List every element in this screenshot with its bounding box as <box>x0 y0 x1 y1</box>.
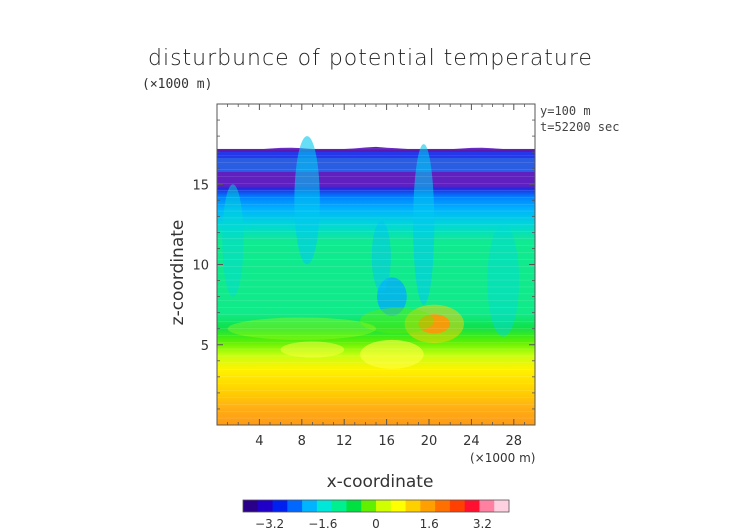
colorbar-tick-label: 0 <box>372 517 380 531</box>
colorbar-swatch <box>405 500 421 512</box>
x-tick-label: 24 <box>463 434 480 449</box>
x-tick-label: 20 <box>421 434 438 449</box>
field-feature-11 <box>280 341 345 358</box>
chart-title: disturbunce of potential temperature <box>148 46 593 71</box>
field-feature-0 <box>294 136 320 265</box>
x-tick-label: 16 <box>378 434 395 449</box>
x-tick-label: 28 <box>506 434 523 449</box>
y-tick-label: 15 <box>192 178 209 193</box>
colorbar-swatch <box>331 500 347 512</box>
field-feature-3 <box>371 221 391 292</box>
field-feature-1 <box>413 144 435 305</box>
colorbar-swatch <box>376 500 392 512</box>
x-axis-label: x-coordinate <box>327 472 434 492</box>
colorbar-swatch <box>464 500 480 512</box>
colorbar-swatch <box>449 500 466 512</box>
field-feature-4 <box>222 184 244 297</box>
colorbar-swatch <box>316 500 333 512</box>
x-tick-label: 4 <box>255 434 263 449</box>
colorbar: −3.2 −1.6 0 1.6 3.2 <box>242 499 510 531</box>
colorbar-swatch <box>494 500 510 512</box>
colorbar-swatch <box>287 500 303 512</box>
colorbar-tick-label: 3.2 <box>473 517 492 531</box>
field-feature-8 <box>360 307 435 334</box>
field-feature-10 <box>360 339 424 369</box>
axes: 4 8 12 16 20 24 28 5 10 15 x-coordinate (×1000 m) z-… <box>168 103 536 492</box>
colorbar-tick-label: −1.6 <box>308 517 337 531</box>
annotation-y: y=100 m <box>540 104 591 118</box>
colorbar-swatch <box>420 500 436 512</box>
colorbar-frame <box>242 499 510 513</box>
colorbar-swatch <box>346 500 362 512</box>
colorbar-swatch <box>479 500 495 512</box>
upper-cyan-band <box>217 157 535 172</box>
tropopause-band <box>217 148 535 152</box>
annotation-time: t=52200 sec <box>540 120 620 134</box>
colorbar-swatch <box>257 500 274 512</box>
field-feature-5 <box>487 224 520 337</box>
colorbar-swatch <box>390 500 407 512</box>
colorbar-swatch <box>243 500 259 512</box>
colorbar-swatch <box>302 500 318 512</box>
y-tick-label: 10 <box>192 259 209 274</box>
heatmap-field <box>217 136 535 425</box>
y-unit-label: (×1000 m) <box>142 77 213 92</box>
colorbar-swatch <box>435 500 451 512</box>
field-body <box>217 146 535 425</box>
field-feature-9 <box>227 317 376 340</box>
colorbar-tick-label: −3.2 <box>255 517 284 531</box>
x-unit-label: (×1000 m) <box>470 451 535 465</box>
colorbar-tick-label: 1.6 <box>420 517 439 531</box>
x-tick-label: 8 <box>298 434 306 449</box>
colorbar-swatch <box>361 500 377 512</box>
upper-blue-band <box>217 151 535 158</box>
field-feature-7 <box>404 304 464 344</box>
colorbar-swatch <box>272 500 288 512</box>
y-axis-label: z-coordinate <box>168 220 188 326</box>
x-tick-label: 12 <box>336 434 353 449</box>
y-tick-label: 5 <box>201 339 209 354</box>
